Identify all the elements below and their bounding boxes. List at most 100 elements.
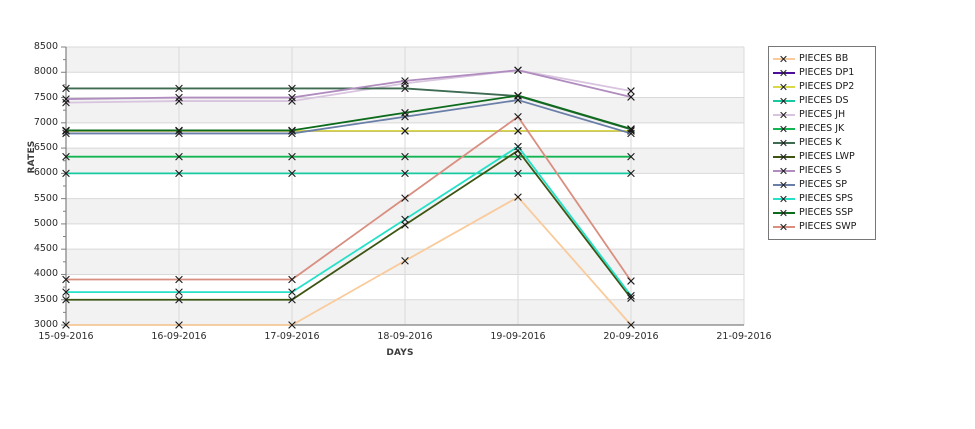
y-tick-label: 4000	[33, 268, 58, 280]
legend-line-sample	[773, 58, 795, 60]
legend-item-pieces-bb[interactable]: ✕ PIECES BB	[773, 52, 871, 66]
legend-label: PIECES SWP	[799, 221, 857, 232]
legend-item-pieces-sps[interactable]: ✕ PIECES SPS	[773, 192, 871, 206]
series-line	[62, 152, 635, 161]
legend-line-sample	[773, 86, 795, 88]
data-point-marker	[288, 97, 296, 105]
data-point-marker	[175, 169, 183, 178]
y-tick-label: 3000	[33, 319, 58, 330]
legend: ✕ PIECES BB ✕ PIECES DP1 ✕ PIECES DP2 ✕ PIECES …	[768, 46, 876, 240]
legend-label: PIECES K	[799, 137, 842, 148]
legend-swatch: ✕	[773, 151, 795, 163]
legend-marker-x-icon: ✕	[778, 109, 789, 122]
data-point-marker	[514, 112, 522, 121]
legend-item-pieces-jh[interactable]: ✕ PIECES JH	[773, 108, 871, 122]
y-tick-label: 7500	[33, 91, 58, 103]
series-path	[66, 99, 632, 135]
legend-item-pieces-swp[interactable]: ✕ PIECES SWP	[773, 220, 871, 234]
data-point-marker	[175, 152, 183, 161]
series-line	[62, 66, 635, 103]
legend-item-pieces-ds[interactable]: ✕ PIECES DS	[773, 94, 871, 108]
data-point-marker	[175, 321, 183, 329]
series-path	[66, 149, 632, 301]
data-point-marker	[514, 66, 522, 75]
legend-item-pieces-s[interactable]: ✕ PIECES S	[773, 164, 871, 178]
series-path	[66, 115, 632, 282]
legend-item-pieces-sp[interactable]: ✕ PIECES SP	[773, 178, 871, 192]
data-point-marker	[514, 127, 522, 135]
data-point-marker	[401, 108, 409, 117]
y-tick-label: 5500	[33, 192, 58, 204]
data-point-marker	[62, 295, 70, 304]
data-point-marker	[288, 126, 296, 135]
data-point-marker	[627, 125, 635, 133]
y-tick-label: 3500	[33, 293, 58, 305]
legend-swatch: ✕	[773, 67, 795, 79]
x-tick-label: 17-09-2016	[264, 331, 320, 342]
legend-marker-x-icon: ✕	[778, 151, 789, 164]
legend-line-sample	[773, 212, 795, 214]
legend-line-sample	[773, 100, 795, 102]
legend-marker-x-icon: ✕	[778, 207, 789, 220]
legend-swatch: ✕	[773, 53, 795, 65]
data-point-marker	[514, 91, 522, 100]
legend-label: PIECES SP	[799, 179, 847, 190]
legend-item-pieces-k[interactable]: ✕ PIECES K	[773, 136, 871, 150]
legend-swatch: ✕	[773, 109, 795, 121]
series-line	[62, 96, 635, 138]
data-point-marker	[401, 194, 409, 202]
legend-marker-x-icon: ✕	[778, 193, 789, 206]
data-point-marker	[288, 275, 296, 284]
legend-line-sample	[773, 72, 795, 74]
legend-item-pieces-dp2[interactable]: ✕ PIECES DP2	[773, 80, 871, 94]
data-point-marker	[401, 84, 409, 93]
legend-swatch: ✕	[773, 81, 795, 93]
legend-line-sample	[773, 142, 795, 144]
series-line	[62, 142, 635, 300]
data-point-marker	[175, 97, 183, 105]
legend-item-pieces-jk[interactable]: ✕ PIECES JK	[773, 122, 871, 136]
data-point-marker	[401, 77, 409, 85]
legend-swatch: ✕	[773, 123, 795, 135]
legend-swatch: ✕	[773, 137, 795, 149]
data-point-marker	[62, 169, 70, 178]
y-tick-label: 8500	[33, 41, 58, 52]
legend-line-sample	[773, 114, 795, 116]
data-point-marker	[62, 275, 70, 284]
x-tick-label: 21-09-2016	[716, 331, 772, 342]
data-point-marker	[401, 127, 409, 135]
legend-label: PIECES JH	[799, 109, 846, 120]
series-path	[65, 69, 632, 100]
legend-marker-x-icon: ✕	[778, 137, 789, 150]
data-point-marker	[627, 152, 635, 161]
x-tick-label: 19-09-2016	[490, 331, 546, 342]
series-path	[66, 145, 632, 297]
series-path	[65, 69, 632, 104]
legend-item-pieces-dp1[interactable]: ✕ PIECES DP1	[773, 66, 871, 80]
data-point-marker	[401, 257, 409, 265]
legend-marker-x-icon: ✕	[778, 81, 789, 94]
legend-label: PIECES LWP	[799, 151, 855, 162]
data-point-marker	[401, 152, 409, 161]
legend-label: PIECES JK	[799, 123, 845, 134]
series-path	[66, 94, 632, 132]
data-point-marker	[288, 295, 296, 304]
data-point-marker	[627, 87, 635, 95]
data-point-marker	[627, 291, 635, 300]
legend-line-sample	[773, 156, 795, 158]
series-line	[62, 193, 635, 329]
legend-item-pieces-lwp[interactable]: ✕ PIECES LWP	[773, 150, 871, 164]
x-tick-label: 20-09-2016	[603, 331, 659, 342]
legend-marker-x-icon: ✕	[778, 165, 789, 178]
data-point-marker	[514, 142, 522, 151]
series-path	[66, 196, 632, 326]
legend-item-pieces-ssp[interactable]: ✕ PIECES SSP	[773, 206, 871, 220]
legend-line-sample	[773, 184, 795, 186]
data-point-marker	[627, 277, 635, 285]
data-point-marker	[514, 169, 522, 178]
x-tick-label: 15-09-2016	[38, 331, 94, 342]
legend-label: PIECES SSP	[799, 207, 854, 218]
data-point-marker	[627, 169, 635, 178]
legend-marker-x-icon: ✕	[778, 179, 789, 192]
